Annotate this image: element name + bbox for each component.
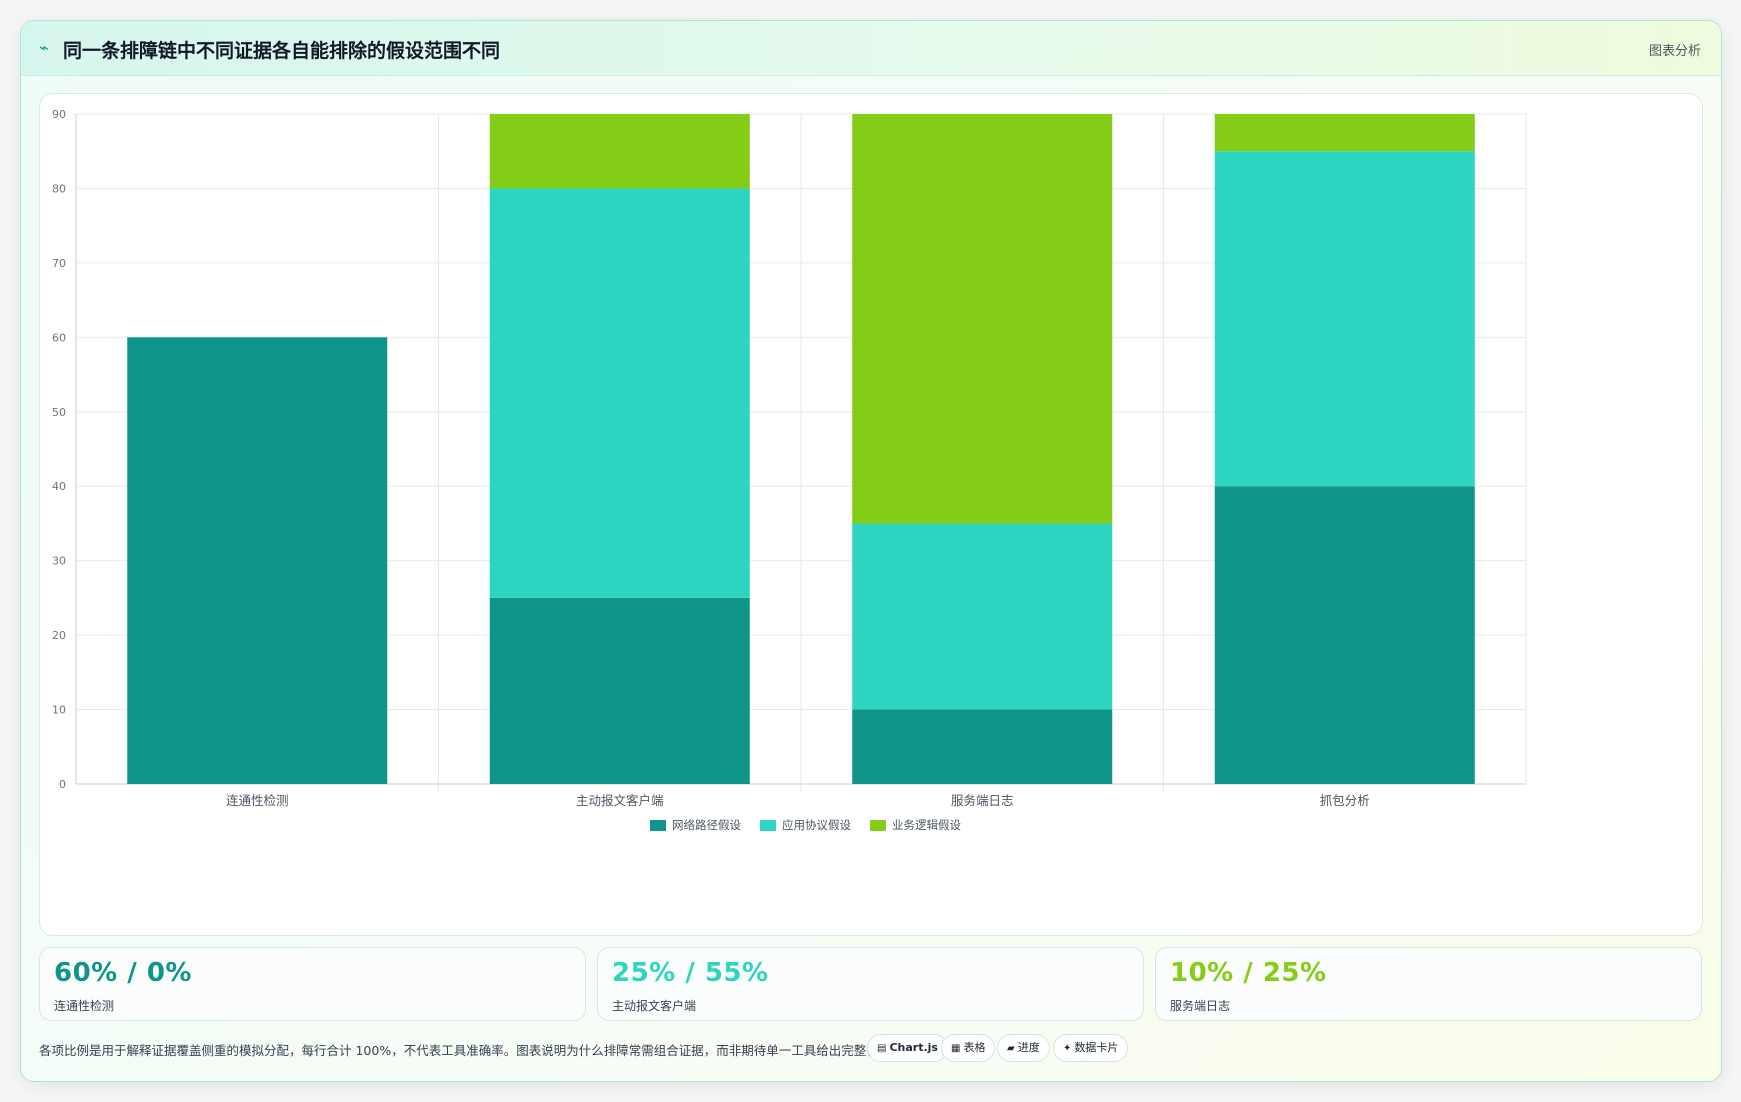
chart-analysis-tag: 图表分析 xyxy=(1648,44,1701,59)
x-tick-label: 连通性检测 xyxy=(226,793,289,808)
bar-segment xyxy=(489,597,750,784)
legend-label: 网络路径假设 xyxy=(672,818,741,832)
chip-chartjs[interactable]: ▤ Chart.js xyxy=(867,1034,948,1062)
y-tick-label: 20 xyxy=(52,629,66,642)
y-tick-label: 40 xyxy=(52,480,66,493)
y-tick-label: 80 xyxy=(52,182,66,195)
bar-segment xyxy=(1214,114,1475,152)
legend-label: 业务逻辑假设 xyxy=(892,818,961,832)
chip-data-card[interactable]: ✦ 数据卡片 xyxy=(1053,1034,1129,1062)
chip-label: 数据卡片 xyxy=(1074,1041,1119,1054)
bar-segment xyxy=(1214,486,1475,784)
y-tick-label: 70 xyxy=(52,257,66,270)
y-tick-label: 60 xyxy=(52,331,66,344)
y-tick-label: 90 xyxy=(52,108,66,121)
stacked-bar-chart: 0 10 20 30 40 50 60 70 80 90 连通性检测 主动报文客户端 服务端日志 抓包分析… xyxy=(52,108,1527,832)
bar-segment xyxy=(489,114,750,189)
stat-label: 服务端日志 xyxy=(1170,999,1231,1013)
progress-icon: ▰ xyxy=(1007,1043,1015,1054)
legend-swatch xyxy=(870,820,886,831)
bar-segment xyxy=(852,114,1113,524)
y-tick-label: 0 xyxy=(59,778,66,791)
chart-card: ⌁ 同一条排障链中不同证据各自能排除的假设范围不同 图表分析 0 10 20 30 40… xyxy=(20,20,1722,1082)
x-tick-label: 主动报文客户端 xyxy=(576,793,664,808)
footer-note: 各项比例是用于解释证据覆盖侧重的模拟分配，每行合计 100%，不代表工具准确率。… xyxy=(39,1043,904,1058)
bar-segment xyxy=(852,523,1113,710)
y-tick-label: 10 xyxy=(52,704,66,717)
sparkle-icon: ✦ xyxy=(1063,1043,1072,1054)
card-header: ⌁ 同一条排障链中不同证据各自能排除的假设范围不同 图表分析 xyxy=(21,21,1721,76)
chip-table[interactable]: ▦ 表格 xyxy=(941,1034,996,1062)
bar-segment xyxy=(489,188,750,598)
stat-card: 25% / 55% 主动报文客户端 xyxy=(597,947,1144,1021)
x-tick-label: 抓包分析 xyxy=(1320,793,1370,808)
chart-icon: ▤ xyxy=(877,1043,887,1054)
legend-swatch xyxy=(760,820,776,831)
stat-value: 60% / 0% xyxy=(54,958,192,988)
bar-segment xyxy=(1214,151,1475,487)
page-title: 同一条排障链中不同证据各自能排除的假设范围不同 xyxy=(63,41,501,62)
stat-value: 10% / 25% xyxy=(1170,958,1327,988)
legend-label: 应用协议假设 xyxy=(782,818,851,832)
table-icon: ▦ xyxy=(951,1043,961,1054)
chip-progress[interactable]: ▰ 进度 xyxy=(997,1034,1050,1062)
stat-card: 10% / 25% 服务端日志 xyxy=(1155,947,1702,1021)
stat-label: 连通性检测 xyxy=(54,999,115,1013)
y-tick-label: 50 xyxy=(52,406,66,419)
chip-label: 进度 xyxy=(1017,1041,1040,1054)
y-tick-label: 30 xyxy=(52,555,66,568)
wave-icon: ⌁ xyxy=(39,38,49,57)
legend-swatch xyxy=(650,820,666,831)
x-tick-label: 服务端日志 xyxy=(951,793,1014,808)
bar-segment xyxy=(852,709,1113,784)
chip-label: 表格 xyxy=(963,1041,986,1054)
stat-label: 主动报文客户端 xyxy=(612,999,697,1013)
stat-value: 25% / 55% xyxy=(612,958,769,988)
chart-panel: 0 10 20 30 40 50 60 70 80 90 连通性检测 主动报文客户端 服务端日志 抓包分析… xyxy=(39,93,1703,936)
stat-cards: 60% / 0% 连通性检测 25% / 55% 主动报文客户端 10% / 2… xyxy=(39,947,1702,1021)
footer: 各项比例是用于解释证据覆盖侧重的模拟分配，每行合计 100%，不代表工具准确率。… xyxy=(39,1033,1701,1069)
stat-card: 60% / 0% 连通性检测 xyxy=(39,947,586,1021)
chip-label: Chart.js xyxy=(889,1041,938,1054)
bar-segment xyxy=(127,337,388,784)
